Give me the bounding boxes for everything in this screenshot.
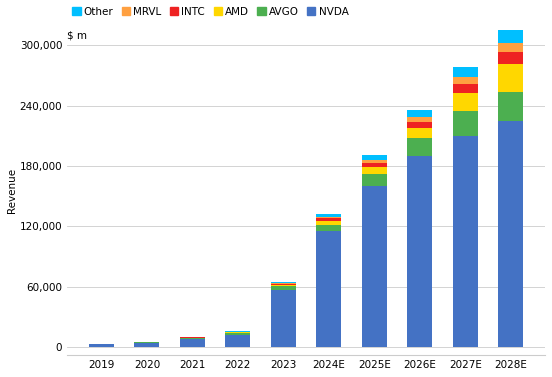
Bar	[498, 30, 523, 43]
Legend: Other, MRVL, INTC, AMD, AVGO, NVDA: Other, MRVL, INTC, AMD, AVGO, NVDA	[72, 6, 348, 17]
Bar	[362, 167, 387, 174]
Bar	[271, 283, 296, 284]
Bar	[407, 122, 432, 128]
Bar	[407, 116, 432, 122]
Bar	[225, 332, 251, 333]
Bar	[453, 110, 478, 136]
Bar	[362, 163, 387, 167]
Bar	[180, 338, 205, 339]
Bar	[135, 343, 160, 347]
Bar	[362, 160, 387, 163]
Bar	[271, 290, 296, 347]
Bar	[407, 110, 432, 116]
Bar	[498, 64, 523, 92]
Text: $ m: $ m	[67, 30, 87, 40]
Bar	[453, 77, 478, 84]
Bar	[453, 136, 478, 347]
Bar	[316, 217, 341, 218]
Bar	[498, 92, 523, 121]
Bar	[362, 155, 387, 160]
Bar	[453, 84, 478, 93]
Y-axis label: Revenue: Revenue	[7, 167, 17, 213]
Bar	[225, 331, 251, 332]
Bar	[271, 286, 296, 290]
Bar	[316, 214, 341, 217]
Bar	[271, 284, 296, 285]
Bar	[498, 52, 523, 64]
Bar	[271, 285, 296, 286]
Bar	[316, 221, 341, 225]
Bar	[453, 93, 478, 110]
Bar	[453, 67, 478, 77]
Bar	[407, 128, 432, 138]
Bar	[498, 121, 523, 347]
Bar	[362, 174, 387, 186]
Bar	[225, 335, 251, 347]
Bar	[407, 138, 432, 156]
Bar	[407, 156, 432, 347]
Bar	[362, 186, 387, 347]
Bar	[316, 225, 341, 231]
Bar	[180, 339, 205, 347]
Bar	[89, 344, 114, 347]
Bar	[271, 282, 296, 283]
Bar	[225, 333, 251, 335]
Bar	[498, 43, 523, 52]
Bar	[316, 231, 341, 347]
Bar	[316, 218, 341, 221]
